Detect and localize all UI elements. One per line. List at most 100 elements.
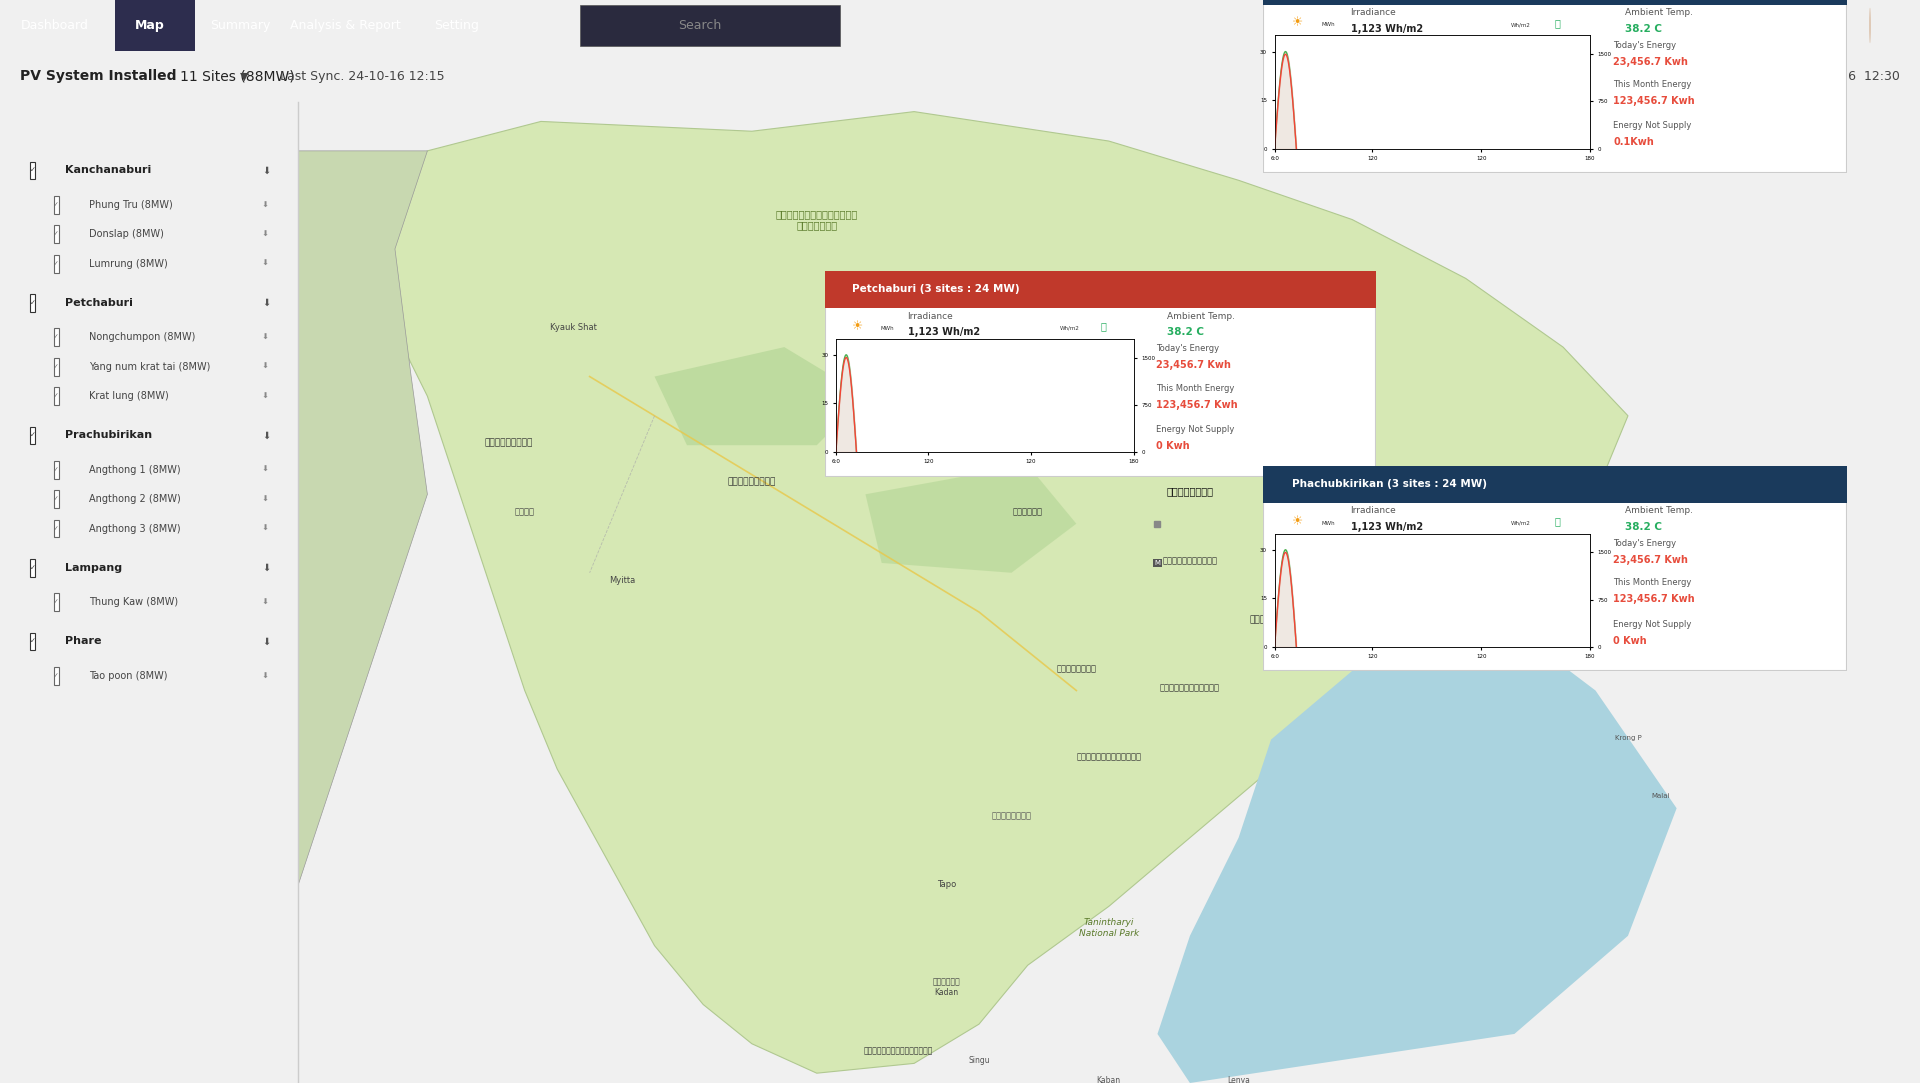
Text: เมืองเพชรบุรี: เมืองเพชรบุรี [1077, 753, 1140, 761]
Text: ✓: ✓ [29, 432, 35, 439]
Bar [31, 559, 35, 577]
Text: ⬇: ⬇ [261, 563, 271, 573]
Text: This Month Energy: This Month Energy [1156, 383, 1235, 392]
Text: ⬇: ⬇ [261, 466, 269, 474]
Text: Tao poon (8MW): Tao poon (8MW) [88, 670, 167, 681]
Bar [31, 161, 35, 180]
Polygon shape [298, 151, 428, 887]
Text: 🌡: 🌡 [1555, 18, 1561, 28]
Text: Energy Not Supply: Energy Not Supply [1613, 121, 1692, 130]
Text: กรุงเทพฯ: กรุงเทพฯ [1167, 486, 1213, 496]
Bar [54, 357, 60, 376]
Text: ⬇: ⬇ [261, 166, 271, 175]
Text: บ้านหมี่: บ้านหมี่ [991, 811, 1031, 820]
Text: 0 Kwh: 0 Kwh [1613, 636, 1647, 645]
Text: ✓: ✓ [54, 673, 60, 679]
Text: ⬇: ⬇ [261, 524, 269, 533]
Text: Dashboard: Dashboard [21, 18, 88, 32]
Text: อุทยานแห่งชาติ
เขาแหลม: อุทยานแห่งชาติ เขาแหลม [776, 209, 858, 231]
Bar [54, 225, 60, 243]
Text: Irradiance: Irradiance [1350, 507, 1396, 516]
Text: 23,456.7 Kwh: 23,456.7 Kwh [1156, 361, 1231, 370]
Text: 11 Sites (88MW): 11 Sites (88MW) [180, 69, 294, 83]
Text: Tapo: Tapo [937, 879, 956, 889]
Text: ⬇: ⬇ [261, 230, 269, 238]
Text: Sat, 24 November 2016  12:30: Sat, 24 November 2016 12:30 [1707, 69, 1901, 83]
Text: กรุงเทพมหานคร: กรุงเทพมหานคร [985, 358, 1071, 368]
Text: สุพรรณบุรี: สุพรรณบุรี [1083, 419, 1135, 428]
Text: Ambient Temp.: Ambient Temp. [1167, 312, 1235, 321]
Text: เพชรบุรี: เพชรบุรี [1250, 615, 1292, 624]
Text: PV System Installed: PV System Installed [19, 69, 177, 83]
Text: Krat lung (8MW): Krat lung (8MW) [88, 391, 169, 401]
Text: Singu: Singu [968, 1056, 991, 1066]
Text: Kaban: Kaban [1096, 1077, 1121, 1083]
Polygon shape [655, 347, 866, 445]
Text: ⬇: ⬇ [261, 332, 269, 342]
Text: Ambient Temp.: Ambient Temp. [1624, 9, 1693, 17]
Text: ✓: ✓ [54, 232, 60, 237]
Text: 0.1Kwh: 0.1Kwh [1613, 138, 1655, 147]
Bar [54, 461, 60, 479]
Bar [54, 255, 60, 273]
Text: Krong P: Krong P [1615, 734, 1642, 741]
Text: Lenya: Lenya [1227, 1077, 1250, 1083]
Text: 123,456.7 Kwh: 123,456.7 Kwh [1156, 400, 1238, 409]
Text: Irradiance: Irradiance [908, 312, 954, 321]
Text: ⬇: ⬇ [261, 298, 271, 308]
Text: 23,456.7 Kwh: 23,456.7 Kwh [1613, 57, 1688, 67]
Text: 1,123 Wh/m2: 1,123 Wh/m2 [1350, 522, 1423, 533]
Text: 38.2 C: 38.2 C [1624, 24, 1663, 35]
Text: Energy Not Supply: Energy Not Supply [1156, 425, 1235, 433]
Text: Tanintharyi
National Park: Tanintharyi National Park [1079, 918, 1139, 938]
Text: Kanchanaburi: Kanchanaburi [65, 166, 152, 175]
Text: Today's Energy: Today's Energy [1613, 41, 1676, 50]
Text: Irradiance: Irradiance [1350, 9, 1396, 17]
Text: Angthong 1 (8MW): Angthong 1 (8MW) [88, 465, 180, 474]
Text: ⬇: ⬇ [261, 392, 269, 401]
Text: ✓: ✓ [29, 565, 35, 571]
Text: Phung Tru (8MW): Phung Tru (8MW) [88, 200, 173, 210]
Text: Nongchumpon (8MW): Nongchumpon (8MW) [88, 332, 196, 342]
Bar [54, 593, 60, 611]
Polygon shape [363, 112, 1628, 1073]
Text: ✓: ✓ [54, 364, 60, 369]
Text: 0 Kwh: 0 Kwh [1156, 441, 1190, 451]
Text: ✓: ✓ [54, 335, 60, 340]
Text: ประจวบคีรีขันธ์: ประจวบคีรีขันธ์ [864, 1046, 933, 1056]
Bar [54, 667, 60, 684]
Text: ⬇: ⬇ [261, 495, 269, 504]
Text: Angthong 3 (8MW): Angthong 3 (8MW) [88, 523, 180, 534]
Bar [54, 491, 60, 508]
Bar [1263, 0, 1847, 4]
Text: Myitta: Myitta [609, 575, 636, 585]
Text: Prachubirikan: Prachubirikan [65, 430, 152, 441]
Bar [54, 196, 60, 213]
Bar [580, 5, 841, 45]
Text: ⬇: ⬇ [261, 259, 269, 269]
Bar [31, 632, 35, 650]
Text: Last Sync. 24-10-16 12:15: Last Sync. 24-10-16 12:15 [280, 69, 445, 83]
Text: Search: Search [678, 18, 722, 32]
Text: นครปฐม: นครปฐม [1012, 507, 1043, 516]
Text: ⬇: ⬇ [261, 598, 269, 606]
Text: กาญจนบุรี: กาญจนบุรี [484, 439, 532, 447]
Text: สมุทรปราการ: สมุทรปราการ [1162, 556, 1217, 565]
Text: Summary: Summary [209, 18, 271, 32]
Text: Donslap (8MW): Donslap (8MW) [88, 230, 163, 239]
Text: 🌡: 🌡 [1100, 322, 1106, 331]
Text: ▼: ▼ [240, 71, 248, 81]
Text: ✓: ✓ [29, 168, 35, 173]
Text: Phare: Phare [65, 637, 102, 647]
Text: ✓: ✓ [54, 201, 60, 208]
Text: 23,456.7 Kwh: 23,456.7 Kwh [1613, 556, 1688, 565]
Text: 1,123 Wh/m2: 1,123 Wh/m2 [908, 327, 979, 338]
Text: Yang num krat tai (8MW): Yang num krat tai (8MW) [88, 362, 211, 371]
Text: Energy Not Supply: Energy Not Supply [1613, 619, 1692, 628]
Text: ⬇: ⬇ [261, 637, 271, 647]
Polygon shape [1158, 592, 1676, 1083]
Text: Administrator: Administrator [1736, 18, 1820, 32]
Text: 38.2 C: 38.2 C [1624, 522, 1663, 533]
Text: บ่อวิน
Kadan: บ่อวิน Kadan [933, 977, 960, 996]
Bar [54, 328, 60, 347]
